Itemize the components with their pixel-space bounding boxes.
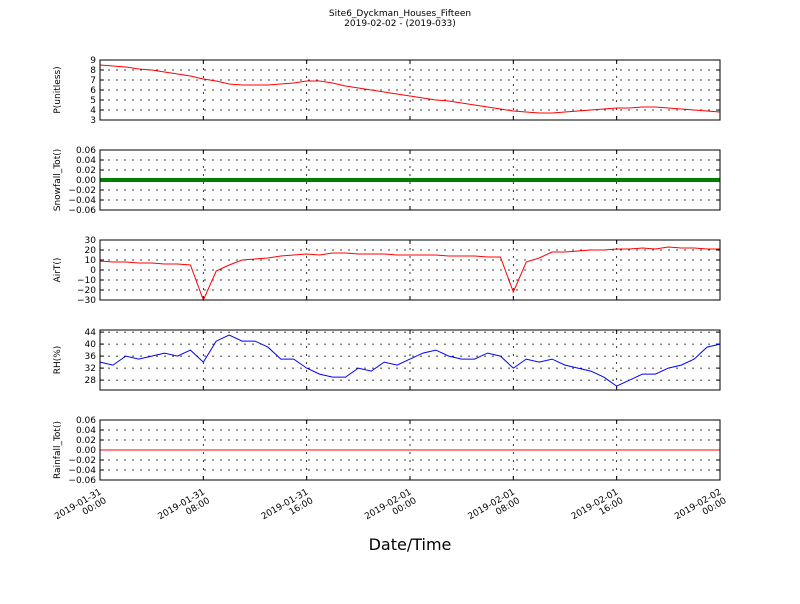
y-tick-label: 44	[85, 328, 97, 338]
y-tick-label: 4	[90, 106, 96, 116]
y-tick-label: 0.04	[76, 156, 96, 166]
plot-frame	[99, 149, 721, 211]
plot-frame	[99, 329, 721, 391]
y-tick-label: 0.02	[76, 166, 96, 176]
y-tick-label: −0.02	[68, 456, 96, 466]
x-tick-label: 2019-01-3100:00	[53, 487, 109, 531]
y-tick-label: 30	[85, 236, 97, 246]
y-tick-label: 6	[90, 86, 96, 96]
plot-frame	[99, 239, 721, 301]
x-tick-label: 2019-01-3108:00	[157, 487, 213, 531]
y-axis-label: Snowfall_Tot()	[53, 149, 63, 212]
y-tick-label: −0.06	[68, 476, 96, 486]
y-tick-label: 9	[90, 56, 96, 66]
y-tick-label: 8	[90, 66, 96, 76]
y-tick-label: 7	[90, 76, 96, 86]
y-tick-label: 36	[85, 352, 97, 362]
chart-subtitle: 2019-02-02 - (2019-033)	[344, 19, 456, 29]
x-tick-label: 2019-02-0108:00	[467, 487, 523, 531]
data-line	[99, 64, 721, 114]
plot-frame	[99, 59, 721, 121]
y-axis-label: RH(%)	[53, 346, 63, 375]
x-tick-label: 2019-02-0100:00	[363, 487, 419, 531]
y-tick-label: 0.06	[76, 416, 96, 426]
y-tick-label: 32	[85, 364, 96, 374]
y-tick-label: 0.04	[76, 426, 96, 436]
y-tick-label: 0	[90, 266, 96, 276]
y-tick-label: −0.06	[68, 206, 96, 216]
y-tick-label: −30	[77, 296, 96, 306]
y-tick-label: −20	[77, 286, 96, 296]
y-axis-label: P(unitless)	[53, 66, 63, 113]
y-tick-label: 0.02	[76, 436, 96, 446]
y-tick-label: 0.00	[76, 176, 96, 186]
y-tick-label: 10	[85, 256, 97, 266]
y-tick-label: −10	[77, 276, 96, 286]
chart-title: Site6_Dyckman_Houses_Fifteen	[329, 9, 471, 19]
y-tick-label: 3	[90, 116, 96, 126]
y-tick-label: −0.04	[68, 466, 96, 476]
x-tick-label: 2019-02-0200:00	[673, 487, 729, 531]
plot-frame	[99, 419, 721, 481]
y-tick-label: 20	[85, 246, 97, 256]
y-tick-label: 40	[85, 340, 97, 350]
y-tick-label: −0.04	[68, 196, 96, 206]
y-axis-label: AirT()	[53, 258, 63, 283]
y-tick-label: −0.02	[68, 186, 96, 196]
y-tick-label: 0.06	[76, 146, 96, 156]
data-line	[99, 334, 721, 387]
x-tick-label: 2019-01-3116:00	[260, 487, 316, 531]
y-tick-label: 5	[90, 96, 96, 106]
y-axis-label: Rainfall_Tot()	[53, 421, 63, 479]
x-axis-label: Date/Time	[369, 535, 452, 554]
y-tick-label: 0.00	[76, 446, 96, 456]
y-tick-label: 28	[85, 376, 97, 386]
x-tick-label: 2019-02-0116:00	[570, 487, 626, 531]
